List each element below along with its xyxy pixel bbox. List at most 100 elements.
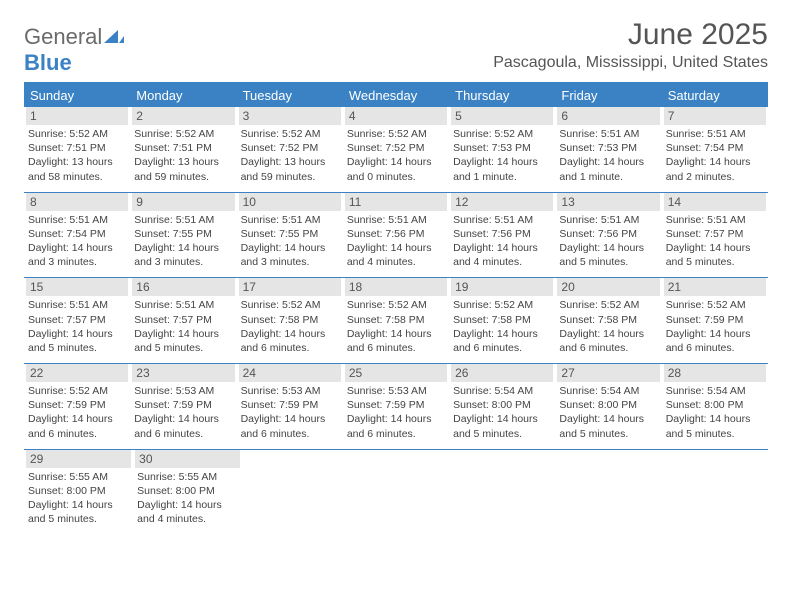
sunrise-line: Sunrise: 5:54 AM <box>453 384 551 398</box>
day-cell: 15Sunrise: 5:51 AMSunset: 7:57 PMDayligh… <box>24 278 130 363</box>
weekday-header: Thursday <box>449 84 555 107</box>
sunrise-line: Sunrise: 5:51 AM <box>28 298 126 312</box>
weekday-header: Tuesday <box>237 84 343 107</box>
day-info: Sunrise: 5:52 AMSunset: 7:58 PMDaylight:… <box>345 298 447 355</box>
daylight-line: Daylight: 14 hours and 5 minutes. <box>666 412 764 440</box>
day-number: 27 <box>557 364 659 382</box>
daylight-line: Daylight: 14 hours and 5 minutes. <box>559 412 657 440</box>
daylight-line: Daylight: 14 hours and 6 minutes. <box>347 327 445 355</box>
day-number: 14 <box>664 193 766 211</box>
empty-day-cell <box>558 450 663 535</box>
weekday-header: Saturday <box>662 84 768 107</box>
sunrise-line: Sunrise: 5:55 AM <box>137 470 238 484</box>
sunrise-line: Sunrise: 5:52 AM <box>134 127 232 141</box>
sunset-line: Sunset: 7:51 PM <box>28 141 126 155</box>
sunset-line: Sunset: 8:00 PM <box>453 398 551 412</box>
day-number: 30 <box>135 450 240 468</box>
sunset-line: Sunset: 7:57 PM <box>134 313 232 327</box>
daylight-line: Daylight: 13 hours and 59 minutes. <box>134 155 232 183</box>
day-number: 20 <box>557 278 659 296</box>
title-block: June 2025 Pascagoula, Mississippi, Unite… <box>493 18 768 72</box>
sunrise-line: Sunrise: 5:52 AM <box>241 298 339 312</box>
day-info: Sunrise: 5:51 AMSunset: 7:54 PMDaylight:… <box>26 213 128 270</box>
sunrise-line: Sunrise: 5:51 AM <box>134 298 232 312</box>
day-number: 4 <box>345 107 447 125</box>
day-cell: 3Sunrise: 5:52 AMSunset: 7:52 PMDaylight… <box>237 107 343 192</box>
day-number: 7 <box>664 107 766 125</box>
sunrise-line: Sunrise: 5:53 AM <box>134 384 232 398</box>
logo-text-blue: Blue <box>24 50 72 75</box>
weekday-header: Friday <box>555 84 661 107</box>
day-cell: 26 Sunrise: 5:54 AMSunset: 8:00 PMDayligh… <box>449 364 555 449</box>
daylight-line: Daylight: 14 hours and 5 minutes. <box>134 327 232 355</box>
sunrise-line: Sunrise: 5:52 AM <box>559 298 657 312</box>
day-info: Sunrise: 5:54 AMSunset: 8:00 PMDaylight:… <box>664 384 766 441</box>
day-cell: 8 Sunrise: 5:51 AMSunset: 7:54 PMDaylight… <box>24 193 130 278</box>
day-number: 24 <box>239 364 341 382</box>
sunrise-line: Sunrise: 5:51 AM <box>666 127 764 141</box>
sunset-line: Sunset: 7:56 PM <box>453 227 551 241</box>
day-info: Sunrise: 5:52 AMSunset: 7:59 PMDaylight:… <box>664 298 766 355</box>
sunset-line: Sunset: 7:52 PM <box>241 141 339 155</box>
day-info: Sunrise: 5:54 AMSunset: 8:00 PMDaylight:… <box>451 384 553 441</box>
sunset-line: Sunset: 7:55 PM <box>241 227 339 241</box>
weekday-header: Wednesday <box>343 84 449 107</box>
day-info: Sunrise: 5:52 AMSunset: 7:52 PMDaylight:… <box>345 127 447 184</box>
day-number: 28 <box>664 364 766 382</box>
daylight-line: Daylight: 14 hours and 6 minutes. <box>347 412 445 440</box>
day-number: 29 <box>26 450 131 468</box>
sunset-line: Sunset: 8:00 PM <box>28 484 129 498</box>
sunset-line: Sunset: 7:56 PM <box>559 227 657 241</box>
day-cell: 19Sunrise: 5:52 AMSunset: 7:58 PMDayligh… <box>449 278 555 363</box>
day-info: Sunrise: 5:53 AMSunset: 7:59 PMDaylight:… <box>239 384 341 441</box>
daylight-line: Daylight: 14 hours and 6 minutes. <box>28 412 126 440</box>
day-number: 6 <box>557 107 659 125</box>
day-info: Sunrise: 5:51 AMSunset: 7:56 PMDaylight:… <box>557 213 659 270</box>
day-cell: 20Sunrise: 5:52 AMSunset: 7:58 PMDayligh… <box>555 278 661 363</box>
day-number: 26 <box>451 364 553 382</box>
daylight-line: Daylight: 13 hours and 58 minutes. <box>28 155 126 183</box>
day-cell: 23Sunrise: 5:53 AMSunset: 7:59 PMDayligh… <box>130 364 236 449</box>
day-cell: 10Sunrise: 5:51 AMSunset: 7:55 PMDayligh… <box>237 193 343 278</box>
sunset-line: Sunset: 7:53 PM <box>453 141 551 155</box>
day-cell: 9Sunrise: 5:51 AMSunset: 7:55 PMDaylight… <box>130 193 236 278</box>
day-cell: 30Sunrise: 5:55 AMSunset: 8:00 PMDayligh… <box>133 450 242 535</box>
day-cell: 6Sunrise: 5:51 AMSunset: 7:53 PMDaylight… <box>555 107 661 192</box>
sunset-line: Sunset: 7:53 PM <box>559 141 657 155</box>
sunrise-line: Sunrise: 5:52 AM <box>453 298 551 312</box>
sunset-line: Sunset: 8:00 PM <box>666 398 764 412</box>
logo-text-general: General <box>24 24 102 49</box>
sunset-line: Sunset: 7:57 PM <box>666 227 764 241</box>
day-number: 8 <box>26 193 128 211</box>
week-row: 22Sunrise: 5:52 AMSunset: 7:59 PMDayligh… <box>24 363 768 449</box>
day-info: Sunrise: 5:51 AMSunset: 7:55 PMDaylight:… <box>132 213 234 270</box>
week-row: 1Sunrise: 5:52 AMSunset: 7:51 PMDaylight… <box>24 107 768 192</box>
sunrise-line: Sunrise: 5:52 AM <box>347 127 445 141</box>
location-text: Pascagoula, Mississippi, United States <box>493 54 768 72</box>
day-cell: 16Sunrise: 5:51 AMSunset: 7:57 PMDayligh… <box>130 278 236 363</box>
day-info: Sunrise: 5:52 AMSunset: 7:51 PMDaylight:… <box>26 127 128 184</box>
sunset-line: Sunset: 7:52 PM <box>347 141 445 155</box>
day-info: Sunrise: 5:55 AMSunset: 8:00 PMDaylight:… <box>26 470 131 527</box>
day-cell: 14Sunrise: 5:51 AMSunset: 7:57 PMDayligh… <box>662 193 768 278</box>
daylight-line: Daylight: 14 hours and 5 minutes. <box>28 327 126 355</box>
daylight-line: Daylight: 14 hours and 6 minutes. <box>241 327 339 355</box>
day-cell: 27Sunrise: 5:54 AMSunset: 8:00 PMDayligh… <box>555 364 661 449</box>
daylight-line: Daylight: 14 hours and 6 minutes. <box>134 412 232 440</box>
daylight-line: Daylight: 14 hours and 6 minutes. <box>666 327 764 355</box>
day-cell: 4 Sunrise: 5:52 AMSunset: 7:52 PMDaylight… <box>343 107 449 192</box>
day-cell: 12Sunrise: 5:51 AMSunset: 7:56 PMDayligh… <box>449 193 555 278</box>
sunrise-line: Sunrise: 5:52 AM <box>453 127 551 141</box>
daylight-line: Daylight: 14 hours and 3 minutes. <box>28 241 126 269</box>
day-info: Sunrise: 5:53 AMSunset: 7:59 PMDaylight:… <box>345 384 447 441</box>
day-cell: 29 Sunrise: 5:55 AMSunset: 8:00 PMDayligh… <box>24 450 133 535</box>
daylight-line: Daylight: 14 hours and 4 minutes. <box>453 241 551 269</box>
day-info: Sunrise: 5:51 AMSunset: 7:56 PMDaylight:… <box>451 213 553 270</box>
daylight-line: Daylight: 14 hours and 4 minutes. <box>137 498 238 526</box>
day-cell: 7Sunrise: 5:51 AMSunset: 7:54 PMDaylight… <box>662 107 768 192</box>
sunrise-line: Sunrise: 5:51 AM <box>28 213 126 227</box>
day-cell: 1Sunrise: 5:52 AMSunset: 7:51 PMDaylight… <box>24 107 130 192</box>
sunset-line: Sunset: 7:58 PM <box>453 313 551 327</box>
sunset-line: Sunset: 7:59 PM <box>28 398 126 412</box>
day-cell: 28 Sunrise: 5:54 AMSunset: 8:00 PMDayligh… <box>662 364 768 449</box>
